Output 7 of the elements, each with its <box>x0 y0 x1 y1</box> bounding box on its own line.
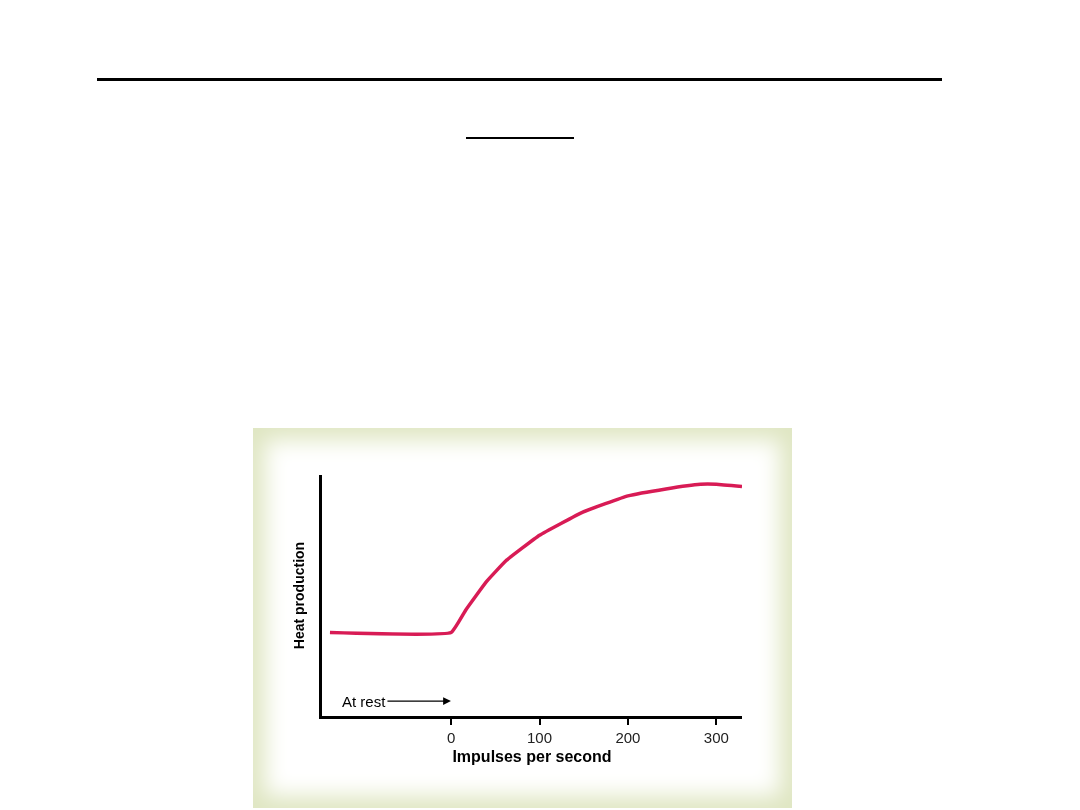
x-tick-label: 0 <box>446 729 456 746</box>
x-tick-label: 300 <box>703 729 729 746</box>
annotation: At rest <box>342 693 387 710</box>
y-axis-title: Heat production <box>290 541 307 650</box>
x-tick-label: 100 <box>527 729 553 746</box>
x-tick-label: 200 <box>615 729 641 746</box>
x-axis-title: Impulses per second <box>452 747 612 765</box>
